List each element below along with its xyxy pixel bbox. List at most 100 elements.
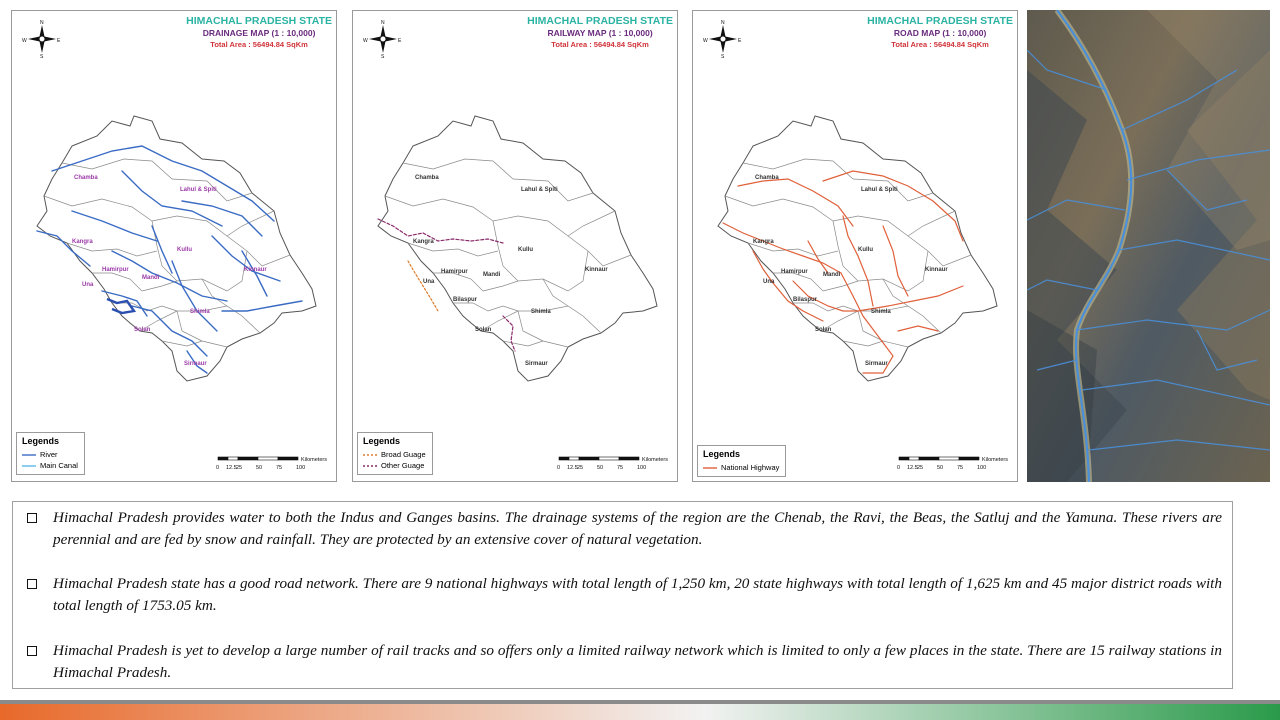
river-line [171, 260, 218, 332]
scale-unit: Kilometers [982, 457, 1008, 463]
district-label: Shimla [190, 309, 210, 315]
map-area: Total Area : 56494.84 SqKm [891, 40, 989, 49]
district-border [793, 302, 859, 312]
map-title-block: HIMACHAL PRADESH STATE ROAD MAP (1 : 10,0… [867, 15, 1013, 51]
scale-tick-label: 75 [276, 465, 282, 471]
scale-segment [237, 456, 259, 461]
legend-swatch [363, 464, 377, 467]
scale-segment [958, 456, 980, 461]
district-border [402, 158, 514, 180]
district-border [171, 178, 253, 202]
district-border [161, 340, 203, 347]
scale-tick-label: 12.5 [907, 465, 918, 471]
legend-item: Broad Guage [363, 449, 426, 460]
scale-segment [598, 456, 620, 461]
compass-letter-n: N [40, 20, 44, 26]
map-title-block: HIMACHAL PRADESH STATE RAILWAY MAP (1 : 1… [527, 15, 673, 51]
district-border [822, 280, 859, 292]
district-label: Una [423, 279, 435, 285]
district-border [587, 250, 632, 267]
map-area: Total Area : 56494.84 SqKm [551, 40, 649, 49]
district-border [832, 220, 929, 292]
scale-tick-label: 100 [977, 465, 986, 471]
scale-tick-label: 0 [897, 465, 900, 471]
scale-tick-label: 25 [236, 465, 242, 471]
river-line [51, 145, 275, 222]
district-label: Una [763, 279, 775, 285]
compass-letter-n: N [381, 20, 385, 26]
district-label: Solan [815, 327, 832, 333]
legend-swatch [363, 453, 377, 456]
satellite-river-photo [1027, 10, 1270, 482]
bullet-text: Himachal Pradesh is yet to develop a lar… [53, 642, 1222, 681]
river-line [211, 235, 281, 282]
scale-tick-label: 50 [256, 465, 262, 471]
bullet-railway: Himachal Pradesh is yet to develop a lar… [27, 640, 1222, 684]
district-border [176, 310, 228, 348]
map-subtitle: ROAD MAP (1 : 10,000) [893, 28, 987, 38]
district-border [492, 220, 589, 292]
highway-line [857, 285, 964, 312]
scale-tick-label: 0 [557, 465, 560, 471]
legend-label: National Highway [721, 463, 780, 472]
scale-segment [257, 456, 279, 461]
legend-label: Other Guage [381, 461, 425, 470]
dam-reservoir [106, 297, 137, 315]
scale-segment [568, 456, 580, 461]
scale-bar: 0 12.5 25 50 75 100 Kilometers [557, 456, 668, 471]
compass-letter-w: W [363, 38, 368, 44]
district-border [141, 280, 178, 292]
district-label: Chamba [755, 175, 779, 181]
district-label: Kangra [72, 239, 93, 245]
scale-tick-label: 50 [937, 465, 943, 471]
bullet-drainage: Himachal Pradesh provides water to both … [27, 507, 1222, 551]
highway-line [737, 178, 854, 227]
highway-line [897, 325, 939, 332]
river-line [151, 225, 173, 274]
district-label: Kinnaur [244, 267, 267, 273]
compass-letter-s: S [40, 54, 44, 59]
map-state-title: HIMACHAL PRADESH STATE [527, 15, 673, 27]
scale-unit: Kilometers [301, 457, 327, 463]
district-border [246, 250, 291, 267]
compass-letter-s: S [721, 54, 725, 59]
district-label: Mandi [483, 272, 501, 278]
highway-line [840, 272, 894, 374]
state-outline [717, 115, 998, 382]
district-label: Una [82, 282, 94, 288]
scale-unit: Kilometers [642, 457, 668, 463]
district-label: Kinnaur [585, 267, 608, 273]
district-label: Lahul & Spiti [180, 187, 217, 193]
district-border [832, 215, 929, 252]
river-line [181, 200, 263, 237]
legend-swatch [22, 464, 36, 467]
district-border [407, 242, 499, 257]
district-border [567, 210, 616, 237]
map-state-title: HIMACHAL PRADESH STATE [867, 15, 1013, 27]
map-subtitle: DRAINAGE MAP (1 : 10,000) [202, 28, 316, 38]
state-map: Chamba Lahul & Spiti Kangra Kullu Kinnaur Una… [377, 115, 658, 382]
district-border [747, 242, 839, 257]
footer-tricolor-bar [0, 700, 1280, 720]
highway-line [842, 215, 874, 307]
railway-map-panel: Chamba Lahul & Spiti Kangra Kullu Kinnaur Una… [352, 10, 678, 482]
legend-item: Main Canal [22, 460, 78, 471]
district-label: Solan [475, 327, 492, 333]
compass-letter-e: E [57, 38, 61, 44]
river-line [111, 250, 228, 302]
scale-tick-label: 100 [296, 465, 305, 471]
highway-line [822, 170, 964, 242]
rail-line [377, 218, 504, 244]
checkbox-bullet-icon [27, 646, 37, 656]
district-border [492, 215, 589, 252]
scale-segment [908, 456, 920, 461]
compass-letter-w: W [703, 38, 708, 44]
legend-title: Legends [22, 436, 60, 446]
highway-line [792, 280, 859, 312]
district-label: Sirmaur [184, 361, 207, 367]
district-label: Sirmaur [525, 361, 548, 367]
scale-segment [277, 456, 299, 461]
scale-tick-label: 50 [597, 465, 603, 471]
scale-segment [558, 456, 570, 461]
scale-tick-label: 25 [577, 465, 583, 471]
